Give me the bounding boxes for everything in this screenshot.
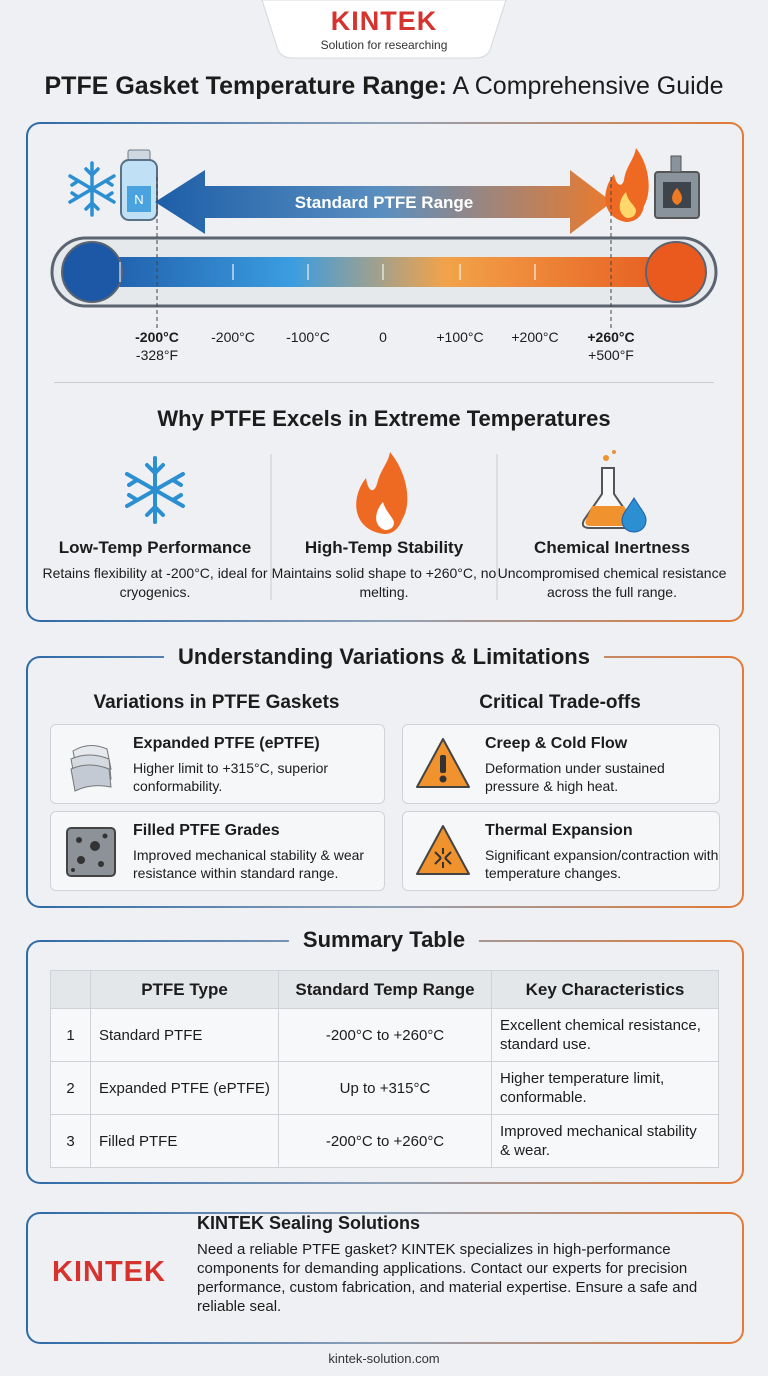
tagline: Solution for researching <box>320 38 448 52</box>
card-text: Improved mechanical stability & wear res… <box>133 847 365 881</box>
cta-text: Need a reliable PTFE gasket? KINTEK spec… <box>197 1241 698 1315</box>
table-cell: Improved mechanical stability & wear. <box>491 1114 719 1168</box>
scale-label: -200°C <box>135 329 179 345</box>
table-cell: 3 <box>50 1114 91 1168</box>
table-cell: 1 <box>50 1008 91 1062</box>
header-cell: Standard Temp Range <box>278 970 492 1009</box>
header-cell: Key Characteristics <box>491 970 719 1009</box>
card-icon <box>66 827 116 877</box>
scale-label: +200°C <box>511 329 559 345</box>
thermometer-graphic: N Standard PTFE Range <box>50 148 718 330</box>
item-text: Retains flexibility at -200°C, ideal for… <box>42 565 268 600</box>
table-cell: Filled PTFE <box>90 1114 279 1168</box>
scale-label: -100°C <box>286 329 330 345</box>
card-text: Significant expansion/contraction with t… <box>485 847 719 881</box>
summary-table: PTFE Type Standard Temp Range Key Characte… <box>50 970 719 1168</box>
why-icons <box>125 450 647 600</box>
table-cell: Expanded PTFE (ePTFE) <box>90 1061 279 1115</box>
card-icon <box>416 738 470 788</box>
header-tab <box>261 0 507 59</box>
header-cell: PTFE Type <box>90 970 279 1009</box>
header-cell <box>50 970 91 1009</box>
cta-title: KINTEK Sealing Solutions <box>197 1213 421 1233</box>
title-rest: A Comprehensive Guide <box>452 72 724 100</box>
table-cell: -200°C to +260°C <box>278 1008 492 1062</box>
range-label: Standard PTFE Range <box>295 193 474 212</box>
card-title: Filled PTFE Grades <box>133 822 280 839</box>
column-heading: Variations in PTFE Gaskets <box>93 692 340 713</box>
scale-label: -200°C <box>211 329 255 345</box>
table-header: PTFE Type Standard Temp Range Key Characte… <box>50 970 719 1009</box>
card-title: Creep & Cold Flow <box>485 735 628 752</box>
card-icon <box>416 825 470 875</box>
why-heading: Why PTFE Excels in Extreme Temperatures <box>157 406 611 431</box>
brand-logo: KINTEK <box>330 6 438 36</box>
cta-logo: KINTEK <box>52 1256 166 1288</box>
item-text: Maintains solid shape to +260°C, no melt… <box>271 565 497 600</box>
table-cell: Higher temperature limit, conformable. <box>491 1061 719 1115</box>
table-cell: Standard PTFE <box>90 1008 279 1062</box>
bottle-label: N <box>134 192 143 207</box>
table-row: 2 Expanded PTFE (ePTFE) Up to +315°C Higher… <box>50 1061 719 1115</box>
column-heading: Critical Trade-offs <box>479 692 641 713</box>
variations-heading: Understanding Variations & Limitations <box>164 644 604 670</box>
table-cell: Excellent chemical resistance, standard … <box>491 1008 719 1062</box>
card-title: Expanded PTFE (ePTFE) <box>133 735 320 752</box>
scale-sublabel: +500°F <box>588 347 634 363</box>
item-title: High-Temp Stability <box>304 538 464 557</box>
card-text: Higher limit to +315°C, superior conform… <box>133 760 329 794</box>
card: Creep & Cold Flow Deformation under susta… <box>402 724 720 804</box>
summary-heading: Summary Table <box>288 927 480 953</box>
item-title: Chemical Inertness <box>534 538 690 557</box>
card-icon <box>70 745 112 792</box>
table-row: 1 Standard PTFE -200°C to +260°C Excellent … <box>50 1008 719 1062</box>
table-cell: 2 <box>50 1061 91 1115</box>
scale-label: 0 <box>379 329 387 345</box>
table-cell: -200°C to +260°C <box>278 1114 492 1168</box>
card: Expanded PTFE (ePTFE) Higher limit to +31… <box>50 724 385 804</box>
footer-url: kintek-solution.com <box>328 1351 440 1366</box>
divider <box>54 382 714 383</box>
table-body: 1 Standard PTFE -200°C to +260°C Excellent … <box>50 1008 719 1168</box>
cta-section <box>26 1212 744 1344</box>
item-text: Uncompromised chemical resistance across… <box>497 565 727 600</box>
card: Filled PTFE Grades Improved mechanical st… <box>50 811 385 891</box>
table-cell: Up to +315°C <box>278 1061 492 1115</box>
card-text: Deformation under sustained pressure & h… <box>485 760 665 794</box>
item-title: Low-Temp Performance <box>58 538 252 557</box>
table-row: 3 Filled PTFE -200°C to +260°C Improved mec… <box>50 1114 719 1168</box>
scale-sublabel: -328°F <box>135 347 179 363</box>
scale-label: +260°C <box>587 329 635 345</box>
card-title: Thermal Expansion <box>485 822 633 839</box>
card: Thermal Expansion Significant expansion/c… <box>402 811 720 891</box>
scale-label: +100°C <box>436 329 484 345</box>
title-bold: PTFE Gasket Temperature Range: <box>44 72 447 100</box>
page-title: PTFE Gasket Temperature Range: A Compreh… <box>0 72 768 101</box>
